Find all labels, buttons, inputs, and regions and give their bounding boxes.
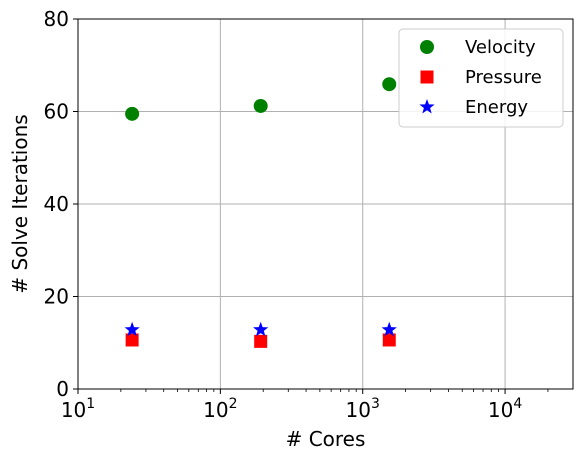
pressure-point <box>125 333 139 347</box>
y-tick-label: 40 <box>44 192 69 216</box>
velocity-point <box>125 106 140 121</box>
x-tick-label: 103 <box>346 396 380 422</box>
y-axis-label: # Solve Iterations <box>8 114 32 293</box>
legend-box <box>398 28 564 128</box>
energy-point <box>253 321 269 337</box>
x-tick-label: 101 <box>61 396 95 422</box>
velocity-point <box>253 98 268 113</box>
y-tick-label: 20 <box>44 285 69 309</box>
ticks: 0 20 40 60 80 101 102 103 104 <box>44 7 523 422</box>
pressure-point <box>382 333 396 347</box>
data-marks <box>124 77 397 348</box>
velocity-point <box>382 77 397 92</box>
legend-velocity-label: Velocity <box>465 37 536 58</box>
legend-energy-label: Energy <box>465 97 528 118</box>
x-tick-label: 102 <box>203 396 237 422</box>
legend-energy-marker <box>419 99 435 114</box>
energy-point <box>124 321 140 337</box>
x-axis-label: # Cores <box>286 427 366 451</box>
legend-pressure-marker <box>420 70 434 84</box>
plot-frame <box>77 18 574 390</box>
pressure-point <box>254 334 268 348</box>
y-tick-label: 60 <box>44 100 69 124</box>
legend-velocity-marker <box>420 40 434 54</box>
y-tick-label: 0 <box>56 377 69 401</box>
legend-pressure-label: Pressure <box>465 67 542 88</box>
x-tick-label: 104 <box>488 396 522 422</box>
y-tick-label: 80 <box>44 7 69 31</box>
legend: Velocity Pressure Energy <box>398 28 564 128</box>
energy-point <box>381 321 397 337</box>
